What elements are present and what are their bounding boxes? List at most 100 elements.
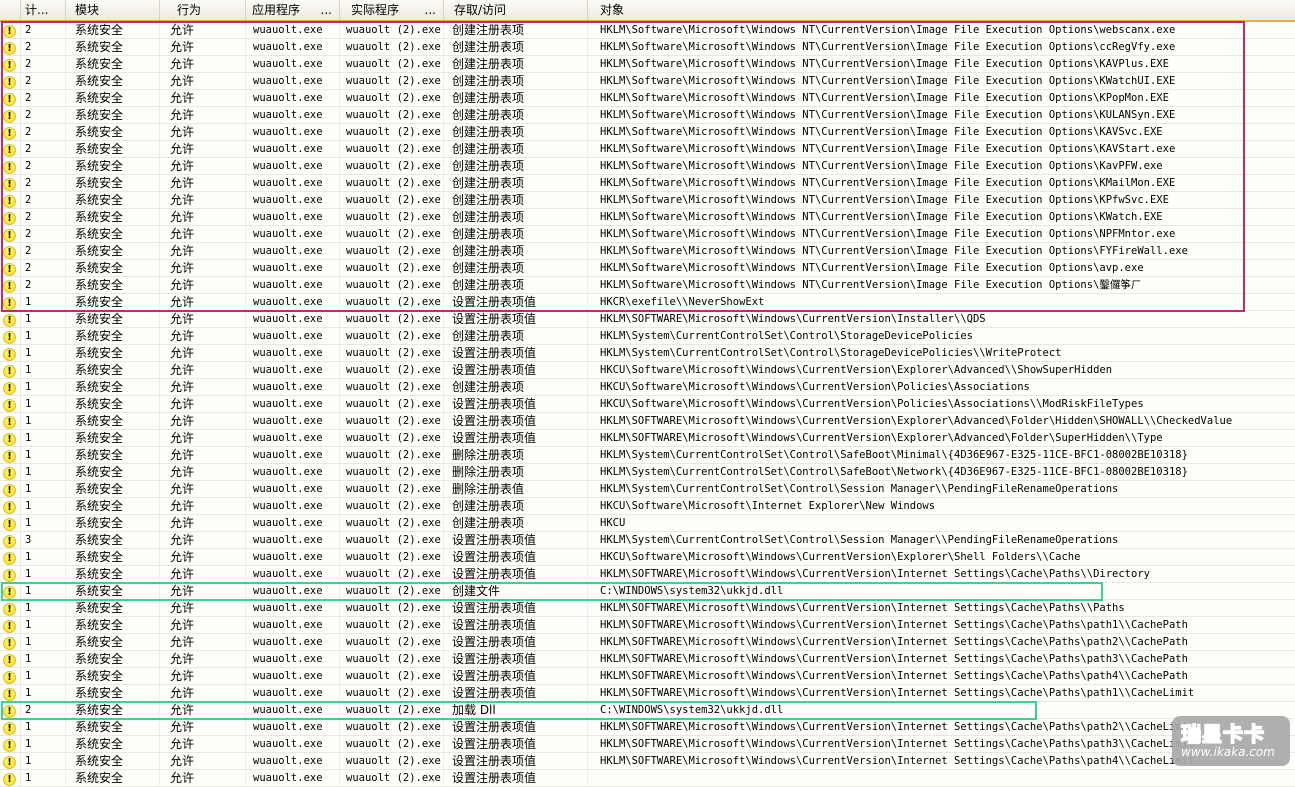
- log-row[interactable]: ! 1 系统安全 允许 wuauolt.exe wuauolt (2).exe …: [0, 736, 1295, 753]
- log-row[interactable]: ! 2 系统安全 允许 wuauolt.exe wuauolt (2).exe …: [0, 243, 1295, 260]
- log-row[interactable]: ! 2 系统安全 允许 wuauolt.exe wuauolt (2).exe …: [0, 158, 1295, 175]
- log-row[interactable]: ! 1 系统安全 允许 wuauolt.exe wuauolt (2).exe …: [0, 464, 1295, 481]
- row-real-program: wuauolt (2).exe: [340, 617, 444, 633]
- log-row[interactable]: ! 1 系统安全 允许 wuauolt.exe wuauolt (2).exe …: [0, 600, 1295, 617]
- log-row[interactable]: ! 1 系统安全 允许 wuauolt.exe wuauolt (2).exe …: [0, 362, 1295, 379]
- log-row[interactable]: ! 2 系统安全 允许 wuauolt.exe wuauolt (2).exe …: [0, 277, 1295, 294]
- column-header-count[interactable]: 计...: [21, 0, 66, 20]
- log-row[interactable]: ! 3 系统安全 允许 wuauolt.exe wuauolt (2).exe …: [0, 532, 1295, 549]
- log-row[interactable]: ! 2 系统安全 允许 wuauolt.exe wuauolt (2).exe …: [0, 141, 1295, 158]
- row-module: 系统安全: [66, 328, 160, 344]
- log-row[interactable]: ! 2 系统安全 允许 wuauolt.exe wuauolt (2).exe …: [0, 90, 1295, 107]
- row-icon-cell: !: [0, 311, 21, 327]
- row-module: 系统安全: [66, 736, 160, 752]
- log-row[interactable]: ! 1 系统安全 允许 wuauolt.exe wuauolt (2).exe …: [0, 651, 1295, 668]
- log-row[interactable]: ! 1 系统安全 允许 wuauolt.exe wuauolt (2).exe …: [0, 515, 1295, 532]
- row-application: wuauolt.exe: [246, 600, 340, 616]
- alert-icon: !: [3, 620, 16, 633]
- log-row[interactable]: ! 2 系统安全 允许 wuauolt.exe wuauolt (2).exe …: [0, 22, 1295, 39]
- row-icon-cell: !: [0, 498, 21, 514]
- log-row[interactable]: ! 1 系统安全 允许 wuauolt.exe wuauolt (2).exe …: [0, 685, 1295, 702]
- column-header-module[interactable]: 模块: [66, 0, 160, 20]
- column-header-application[interactable]: 应用程序...: [246, 0, 340, 20]
- row-icon-cell: !: [0, 651, 21, 667]
- row-access: 设置注册表项值: [444, 719, 588, 735]
- log-row[interactable]: ! 1 系统安全 允许 wuauolt.exe wuauolt (2).exe …: [0, 617, 1295, 634]
- row-access: 设置注册表项值: [444, 566, 588, 582]
- log-row[interactable]: ! 2 系统安全 允许 wuauolt.exe wuauolt (2).exe …: [0, 209, 1295, 226]
- column-header-real-program[interactable]: 实际程序...: [340, 0, 444, 20]
- log-row[interactable]: ! 1 系统安全 允许 wuauolt.exe wuauolt (2).exe …: [0, 583, 1295, 600]
- alert-icon: !: [3, 637, 16, 650]
- row-access: 创建注册表项: [444, 328, 588, 344]
- log-row[interactable]: ! 1 系统安全 允许 wuauolt.exe wuauolt (2).exe …: [0, 328, 1295, 345]
- row-behavior: 允许: [160, 141, 246, 157]
- row-access: 创建注册表项: [444, 56, 588, 72]
- row-behavior: 允许: [160, 719, 246, 735]
- log-row[interactable]: ! 1 系统安全 允许 wuauolt.exe wuauolt (2).exe …: [0, 770, 1295, 787]
- row-behavior: 允许: [160, 345, 246, 361]
- row-object: HKLM\Software\Microsoft\Windows NT\Curre…: [600, 58, 1169, 70]
- row-application: wuauolt.exe: [246, 651, 340, 667]
- alert-icon: !: [3, 93, 16, 106]
- log-row[interactable]: ! 1 系统安全 允许 wuauolt.exe wuauolt (2).exe …: [0, 294, 1295, 311]
- row-object: HKLM\System\CurrentControlSet\Control\Se…: [600, 534, 1119, 546]
- row-object: HKLM\SOFTWARE\Microsoft\Windows\CurrentV…: [600, 755, 1195, 767]
- log-row[interactable]: ! 1 系统安全 允许 wuauolt.exe wuauolt (2).exe …: [0, 498, 1295, 515]
- log-row[interactable]: ! 2 系统安全 允许 wuauolt.exe wuauolt (2).exe …: [0, 39, 1295, 56]
- log-row[interactable]: ! 2 系统安全 允许 wuauolt.exe wuauolt (2).exe …: [0, 226, 1295, 243]
- alert-icon: !: [3, 569, 16, 582]
- row-object: HKLM\Software\Microsoft\Windows NT\Curre…: [600, 228, 1176, 240]
- log-row[interactable]: ! 1 系统安全 允许 wuauolt.exe wuauolt (2).exe …: [0, 566, 1295, 583]
- row-application: wuauolt.exe: [246, 498, 340, 514]
- column-header-behavior[interactable]: 行为: [160, 0, 246, 20]
- log-row[interactable]: ! 2 系统安全 允许 wuauolt.exe wuauolt (2).exe …: [0, 124, 1295, 141]
- log-row[interactable]: ! 1 系统安全 允许 wuauolt.exe wuauolt (2).exe …: [0, 719, 1295, 736]
- alert-icon: !: [3, 450, 16, 463]
- log-row[interactable]: ! 1 系统安全 允许 wuauolt.exe wuauolt (2).exe …: [0, 379, 1295, 396]
- log-row[interactable]: ! 2 系统安全 允许 wuauolt.exe wuauolt (2).exe …: [0, 107, 1295, 124]
- column-header-object[interactable]: 对象: [600, 3, 625, 17]
- log-row[interactable]: ! 1 系统安全 允许 wuauolt.exe wuauolt (2).exe …: [0, 549, 1295, 566]
- row-count: 1: [21, 549, 66, 565]
- row-real-program: wuauolt (2).exe: [340, 515, 444, 531]
- row-icon-cell: !: [0, 668, 21, 684]
- column-header-icon[interactable]: [0, 0, 21, 20]
- log-row[interactable]: ! 2 系统安全 允许 wuauolt.exe wuauolt (2).exe …: [0, 260, 1295, 277]
- row-icon-cell: !: [0, 294, 21, 310]
- row-module: 系统安全: [66, 464, 160, 480]
- log-row[interactable]: ! 1 系统安全 允许 wuauolt.exe wuauolt (2).exe …: [0, 430, 1295, 447]
- log-row[interactable]: ! 1 系统安全 允许 wuauolt.exe wuauolt (2).exe …: [0, 753, 1295, 770]
- row-real-program: wuauolt (2).exe: [340, 634, 444, 650]
- log-row[interactable]: ! 1 系统安全 允许 wuauolt.exe wuauolt (2).exe …: [0, 668, 1295, 685]
- row-module: 系统安全: [66, 243, 160, 259]
- log-row[interactable]: ! 2 系统安全 允许 wuauolt.exe wuauolt (2).exe …: [0, 702, 1295, 719]
- log-row[interactable]: ! 2 系统安全 允许 wuauolt.exe wuauolt (2).exe …: [0, 192, 1295, 209]
- row-behavior: 允许: [160, 566, 246, 582]
- log-row[interactable]: ! 2 系统安全 允许 wuauolt.exe wuauolt (2).exe …: [0, 73, 1295, 90]
- row-icon-cell: !: [0, 515, 21, 531]
- row-behavior: 允许: [160, 532, 246, 548]
- log-row[interactable]: ! 1 系统安全 允许 wuauolt.exe wuauolt (2).exe …: [0, 634, 1295, 651]
- column-header-access[interactable]: 存取/访问: [444, 0, 588, 20]
- row-application: wuauolt.exe: [246, 209, 340, 225]
- alert-icon: !: [3, 722, 16, 735]
- row-real-program: wuauolt (2).exe: [340, 90, 444, 106]
- log-row[interactable]: ! 1 系统安全 允许 wuauolt.exe wuauolt (2).exe …: [0, 345, 1295, 362]
- log-row[interactable]: ! 1 系统安全 允许 wuauolt.exe wuauolt (2).exe …: [0, 413, 1295, 430]
- log-row[interactable]: ! 1 系统安全 允许 wuauolt.exe wuauolt (2).exe …: [0, 396, 1295, 413]
- row-application: wuauolt.exe: [246, 770, 340, 786]
- row-count: 2: [21, 192, 66, 208]
- row-module: 系统安全: [66, 685, 160, 701]
- log-row[interactable]: ! 2 系统安全 允许 wuauolt.exe wuauolt (2).exe …: [0, 175, 1295, 192]
- row-application: wuauolt.exe: [246, 634, 340, 650]
- row-icon-cell: !: [0, 702, 21, 718]
- log-row[interactable]: ! 1 系统安全 允许 wuauolt.exe wuauolt (2).exe …: [0, 447, 1295, 464]
- log-row[interactable]: ! 2 系统安全 允许 wuauolt.exe wuauolt (2).exe …: [0, 56, 1295, 73]
- row-object: HKLM\Software\Microsoft\Windows NT\Curre…: [600, 109, 1176, 121]
- row-behavior: 允许: [160, 549, 246, 565]
- log-row[interactable]: ! 1 系统安全 允许 wuauolt.exe wuauolt (2).exe …: [0, 481, 1295, 498]
- log-row[interactable]: ! 1 系统安全 允许 wuauolt.exe wuauolt (2).exe …: [0, 311, 1295, 328]
- row-count: 1: [21, 294, 66, 310]
